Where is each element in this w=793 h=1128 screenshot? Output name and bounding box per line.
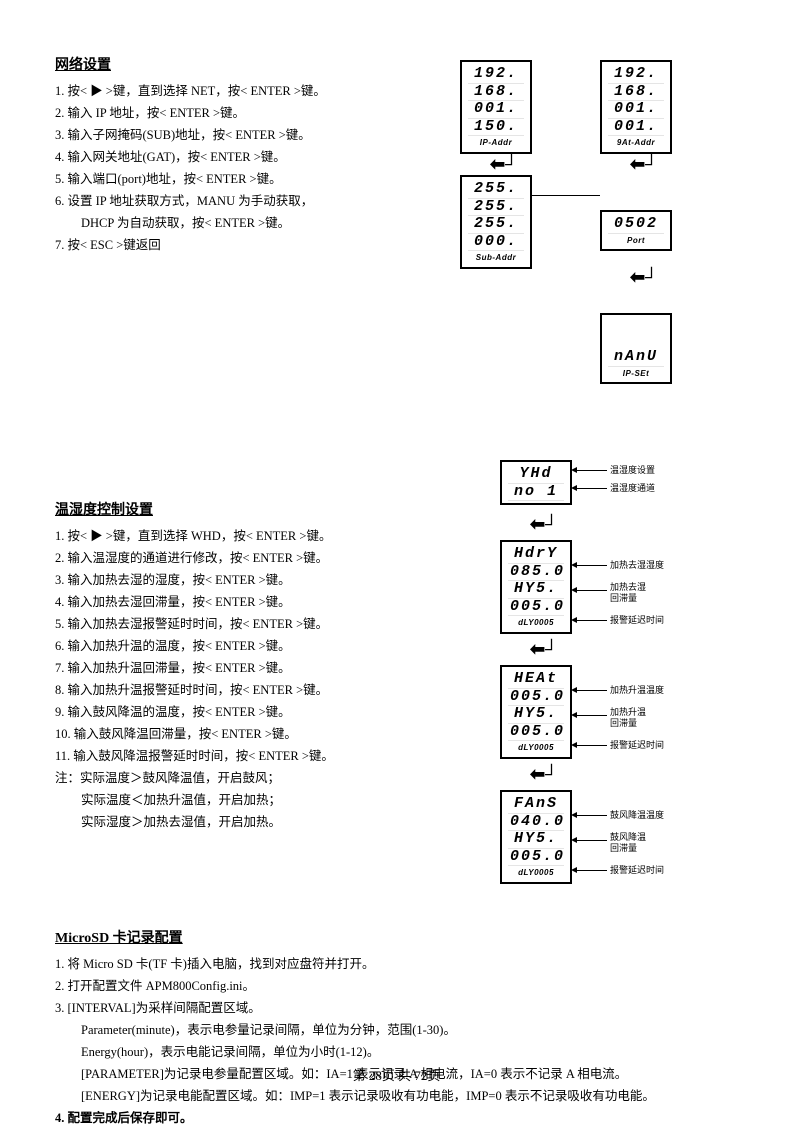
pointer-line	[577, 815, 607, 816]
return-arrow-icon: ⬅┘	[530, 635, 558, 664]
lcd-sub: 255. 255. 255. 000. Sub-Addr	[460, 175, 532, 269]
return-arrow-icon: ⬅┘	[530, 760, 558, 789]
s2-item: 实际温度＜加热升温值，开启加热；	[55, 790, 405, 810]
return-arrow-icon: ⬅┘	[630, 263, 658, 292]
s3-item: 2. 打开配置文件 APM800Config.ini。	[55, 976, 738, 996]
return-arrow-icon: ⬅┘	[630, 150, 658, 179]
s2-item: 2. 输入温湿度的通道进行修改，按< ENTER >键。	[55, 548, 405, 568]
s1-item: 5. 输入端口(port)地址，按< ENTER >键。	[55, 169, 385, 189]
lcd-heat: HEAt 005.0 HY5. 005.0 dLY0005	[500, 665, 572, 759]
page-footer: 第 28页 共 72页	[0, 1066, 793, 1087]
s1-item: 4. 输入网关地址(GAT)，按< ENTER >键。	[55, 147, 385, 167]
anno: 报警延迟时间	[610, 740, 664, 751]
anno: 鼓风降温 回滞量	[610, 832, 646, 854]
anno: 报警延迟时间	[610, 865, 664, 876]
lcd-hdry: HdrY 085.0 HY5. 005.0 dLY0005	[500, 540, 572, 634]
lcd-ipset: nAnU IP-SEt	[600, 313, 672, 384]
section-microsd: MicroSD 卡记录配置 1. 将 Micro SD 卡(TF 卡)插入电脑，…	[55, 928, 738, 1128]
section1-text: 网络设置 1. 按< ▶ >键，直到选择 NET，按< ENTER >键。 2.…	[55, 55, 385, 405]
s2-item: 注：实际温度＞鼓风降温值，开启鼓风；	[55, 768, 405, 788]
s2-item: 8. 输入加热升温报警延时时间，按< ENTER >键。	[55, 680, 405, 700]
s2-item: 实际湿度＞加热去湿值，开启加热。	[55, 812, 405, 832]
lcd-whd: YHd no 1	[500, 460, 572, 505]
s1-item: 6. 设置 IP 地址获取方式，MANU 为手动获取，	[55, 191, 385, 211]
lcd-gat: 192. 168. 001. 001. 9At-Addr	[600, 60, 672, 154]
pointer-line	[577, 840, 607, 841]
s1-item: 1. 按< ▶ >键，直到选择 NET，按< ENTER >键。	[55, 81, 385, 101]
pointer-line	[577, 620, 607, 621]
s2-item: 6. 输入加热升温的温度，按< ENTER >键。	[55, 636, 405, 656]
pointer-line	[577, 565, 607, 566]
section2-list: 1. 按< ▶ >键，直到选择 WHD，按< ENTER >键。 2. 输入温湿…	[55, 526, 405, 832]
anno: 加热升温 回滞量	[610, 707, 646, 729]
section3-title: MicroSD 卡记录配置	[55, 928, 738, 950]
s2-item: 10. 输入鼓风降温回滞量，按< ENTER >键。	[55, 724, 405, 744]
section2-text: 温湿度控制设置 1. 按< ▶ >键，直到选择 WHD，按< ENTER >键。…	[55, 500, 405, 880]
pointer-line	[577, 745, 607, 746]
s2-item: 9. 输入鼓风降温的温度，按< ENTER >键。	[55, 702, 405, 722]
anno: 加热去湿 回滞量	[610, 582, 646, 604]
s2-item: 1. 按< ▶ >键，直到选择 WHD，按< ENTER >键。	[55, 526, 405, 546]
anno: 鼓风降温温度	[610, 810, 664, 821]
pointer-line	[577, 715, 607, 716]
lcd-port: 0502 Port	[600, 210, 672, 251]
lcd-fan: FAnS 040.0 HY5. 005.0 dLY0005	[500, 790, 572, 884]
section-whd: 温湿度控制设置 1. 按< ▶ >键，直到选择 WHD，按< ENTER >键。…	[55, 500, 738, 880]
s2-item: 4. 输入加热去湿回滞量，按< ENTER >键。	[55, 592, 405, 612]
s3-item-last: 4. 配置完成后保存即可。	[55, 1108, 738, 1128]
section-network: 网络设置 1. 按< ▶ >键，直到选择 NET，按< ENTER >键。 2.…	[55, 55, 738, 405]
pointer-line	[577, 470, 607, 471]
anno: 加热升温温度	[610, 685, 664, 696]
anno: 温湿度通道	[610, 483, 655, 494]
return-arrow-icon: ⬅┘	[530, 510, 558, 539]
connector-line	[532, 195, 600, 196]
section1-title: 网络设置	[55, 55, 385, 77]
s2-item: 11. 输入鼓风降温报警延时时间，按< ENTER >键。	[55, 746, 405, 766]
s1-item: 3. 输入子网掩码(SUB)地址，按< ENTER >键。	[55, 125, 385, 145]
s3-item: [ENERGY]为记录电能配置区域。如：IMP=1 表示记录吸收有功电能，IMP…	[55, 1086, 738, 1106]
pointer-line	[577, 590, 607, 591]
s3-item: Energy(hour)，表示电能记录间隔，单位为小时(1-12)。	[55, 1042, 738, 1062]
s2-item: 7. 输入加热升温回滞量，按< ENTER >键。	[55, 658, 405, 678]
pointer-line	[577, 488, 607, 489]
section3-list: 1. 将 Micro SD 卡(TF 卡)插入电脑，找到对应盘符并打开。 2. …	[55, 954, 738, 1128]
anno: 加热去湿湿度	[610, 560, 664, 571]
s1-item: DHCP 为自动获取，按< ENTER >键。	[55, 213, 385, 233]
lcd-ip: 192. 168. 001. 150. IP-Addr	[460, 60, 532, 154]
s3-item: 1. 将 Micro SD 卡(TF 卡)插入电脑，找到对应盘符并打开。	[55, 954, 738, 974]
section2-title: 温湿度控制设置	[55, 500, 405, 522]
pointer-line	[577, 870, 607, 871]
s1-item: 2. 输入 IP 地址，按< ENTER >键。	[55, 103, 385, 123]
s1-item: 7. 按< ESC >键返回	[55, 235, 385, 255]
s3-item: Parameter(minute)，表示电参量记录间隔，单位为分钟，范围(1-3…	[55, 1020, 738, 1040]
section2-diagram: YHd no 1 温湿度设置 温湿度通道 ⬅┘ HdrY 085.0 HY5. …	[405, 460, 738, 880]
pointer-line	[577, 690, 607, 691]
anno: 报警延迟时间	[610, 615, 664, 626]
s3-item: 3. [INTERVAL]为采样间隔配置区域。	[55, 998, 738, 1018]
section1-diagram: 192. 168. 001. 150. IP-Addr 192. 168. 00…	[385, 55, 738, 405]
anno: 温湿度设置	[610, 465, 655, 476]
s2-item: 5. 输入加热去湿报警延时时间，按< ENTER >键。	[55, 614, 405, 634]
section1-list: 1. 按< ▶ >键，直到选择 NET，按< ENTER >键。 2. 输入 I…	[55, 81, 385, 255]
s2-item: 3. 输入加热去湿的湿度，按< ENTER >键。	[55, 570, 405, 590]
